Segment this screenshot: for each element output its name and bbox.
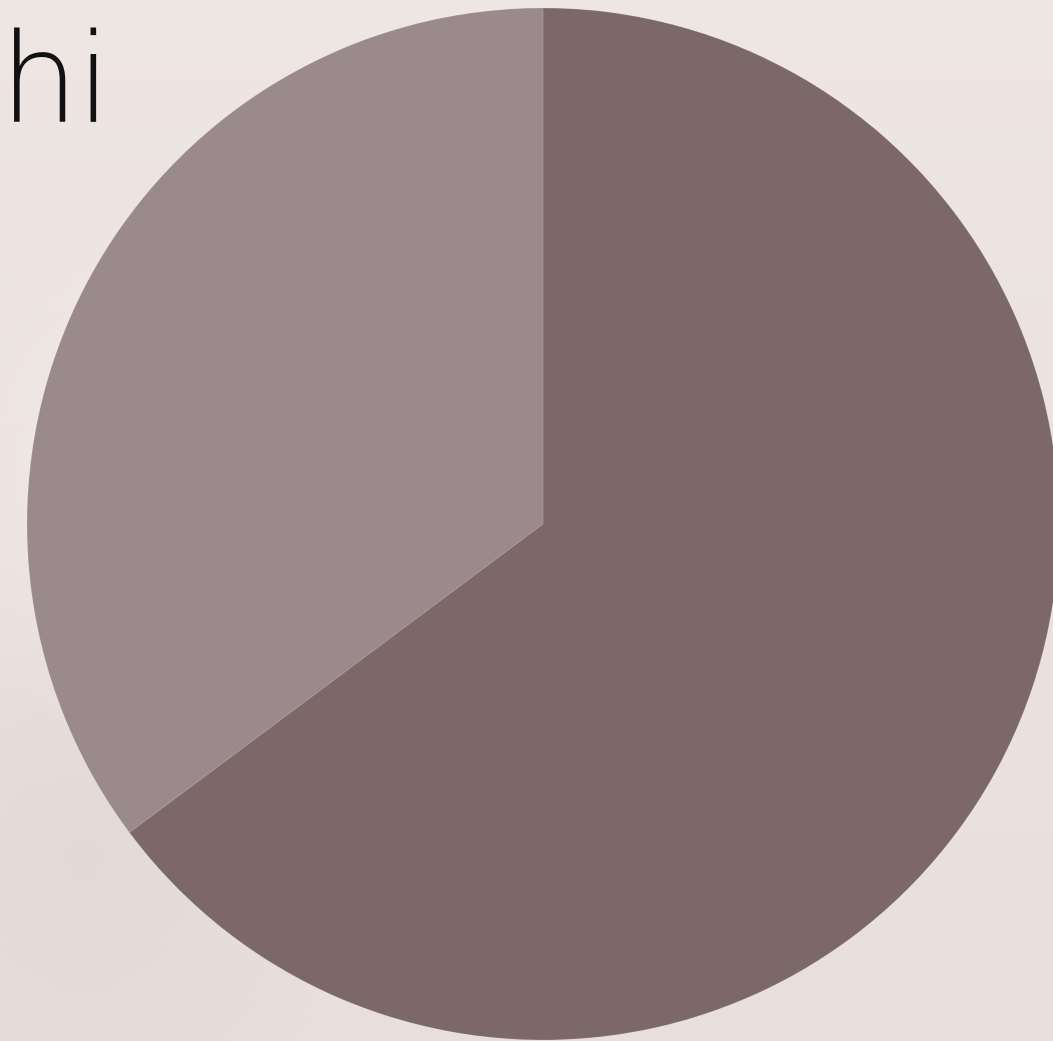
chart-title-fragment: hi — [0, 8, 111, 152]
pie-slice-1 — [128, 7, 1053, 1041]
pie-slice-2 — [26, 7, 544, 834]
